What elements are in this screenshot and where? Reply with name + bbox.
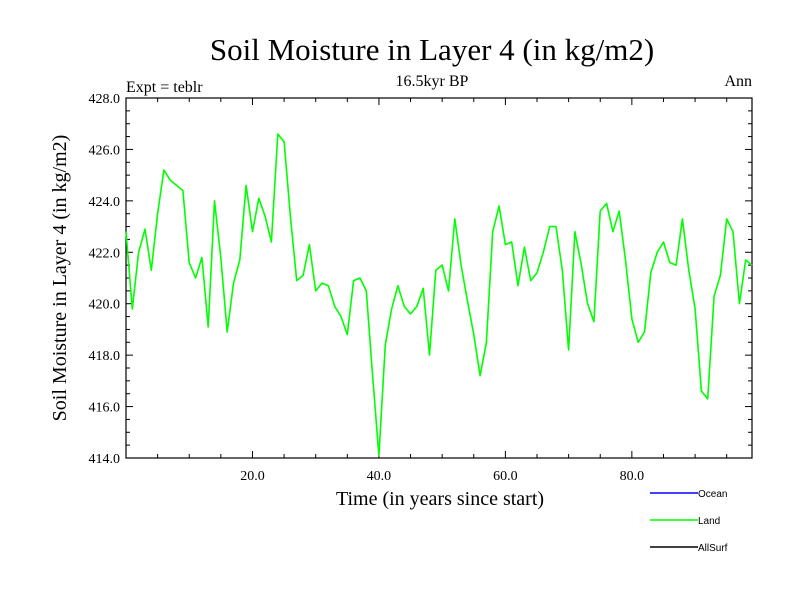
x-tick-label: 80.0 [620,469,645,484]
y-tick-label: 428.0 [89,92,121,107]
legend-label-ocean: Ocean [698,489,727,500]
legend: Ocean Land AllSurf [650,489,728,554]
x-axis-label: Time (in years since start) [336,488,544,510]
experiment-label: Expt = teblr [126,79,203,96]
y-axis-label: Soil Moisture in Layer 4 (in kg/m2) [49,135,71,422]
season-label: Ann [724,73,752,90]
series-line-land [125,133,753,457]
x-tick-label: 40.0 [367,469,392,484]
y-tick-label: 418.0 [89,349,121,364]
series-layer [125,133,753,457]
legend-label-allsurf: AllSurf [698,543,728,554]
x-tick-label: 60.0 [493,469,518,484]
y-tick-label: 426.0 [89,143,121,158]
y-tick-label: 422.0 [89,246,121,261]
plot-frame [125,97,753,459]
y-tick-label: 414.0 [89,452,121,467]
y-tick-label: 420.0 [89,298,121,313]
y-tick-label: 424.0 [89,195,121,210]
x-axis-ticks: 20.0 40.0 60.0 80.0 [157,98,728,484]
chart-subtitle: 16.5kyr BP [396,73,469,90]
legend-label-land: Land [698,516,720,527]
y-axis-ticks: 414.0 416.0 418.0 420.0 422.0 424.0 426.0 428.0 [89,92,752,467]
chart-title: Soil Moisture in Layer 4 (in kg/m2) [210,32,654,67]
y-tick-label: 416.0 [89,401,121,416]
x-tick-label: 20.0 [240,469,265,484]
